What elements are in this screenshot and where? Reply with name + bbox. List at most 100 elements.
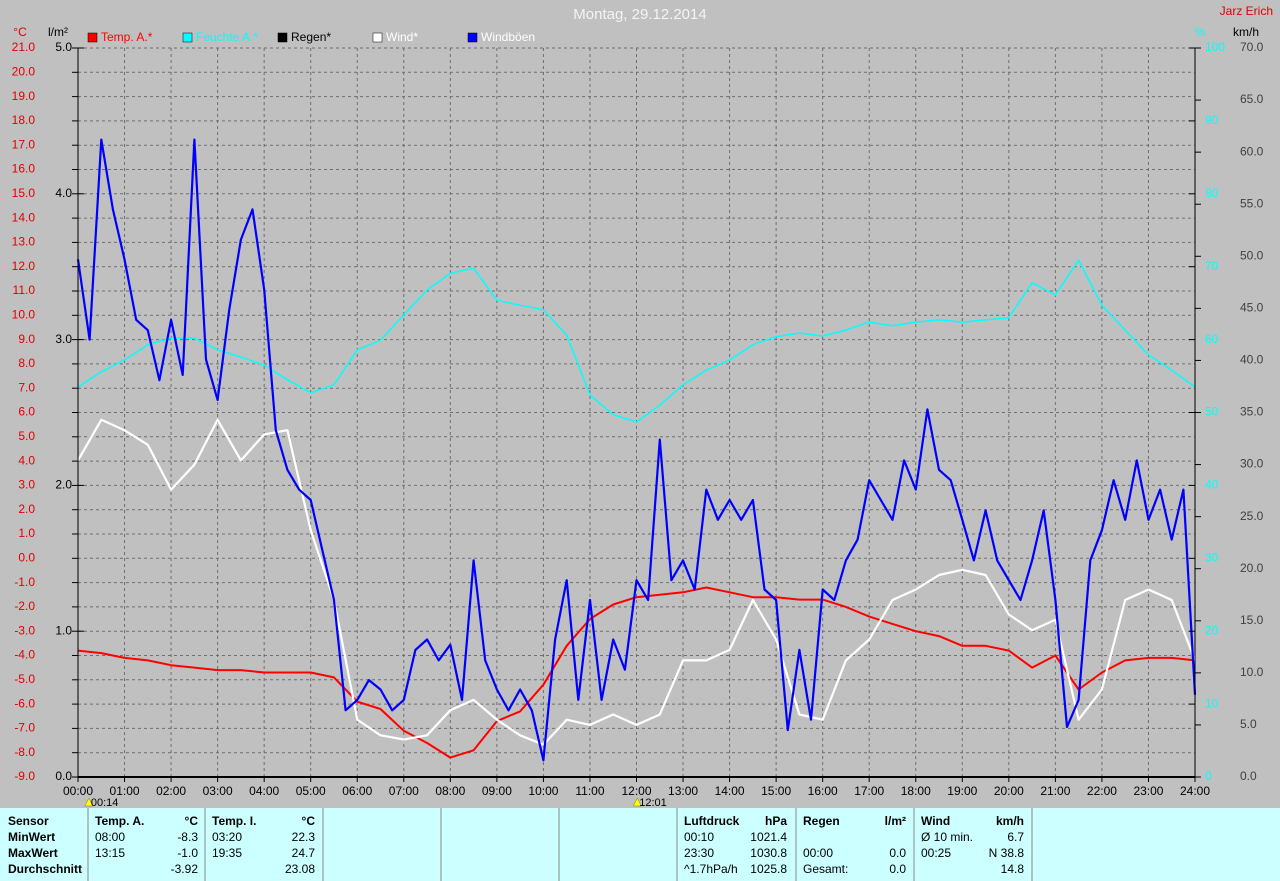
y3-tick-label: 0 — [1205, 769, 1212, 783]
series-line — [77, 259, 1196, 423]
group-unit: l/m² — [885, 814, 906, 828]
y-tick-label: 17.0 — [12, 137, 36, 151]
x-tick-label: 01:00 — [110, 784, 140, 798]
x-tick-label: 04:00 — [249, 784, 279, 798]
cell-value: 0.0 — [889, 846, 906, 860]
y-tick-label: -3.0 — [14, 623, 35, 637]
x-tick-label: 12:00 — [621, 784, 651, 798]
cell-label: 00:00 — [803, 846, 833, 860]
x-tick-label: 19:00 — [947, 784, 977, 798]
y-tick-label: -9.0 — [14, 769, 35, 783]
y4-tick-label: 5.0 — [1240, 717, 1257, 731]
x-tick-label: 09:00 — [482, 784, 512, 798]
cell-value: -8.3 — [177, 830, 198, 844]
y4-tick-label: 10.0 — [1240, 665, 1264, 679]
y2-tick-label: 4.0 — [55, 186, 72, 200]
y-axis-title: °C — [13, 25, 27, 39]
cell-value: 14.8 — [1001, 862, 1025, 876]
y4-tick-label: 30.0 — [1240, 457, 1264, 471]
x-tick-label: 13:00 — [668, 784, 698, 798]
group-unit: km/h — [996, 814, 1024, 828]
cell-value: 22.3 — [292, 830, 316, 844]
marker-label: 00:14 — [91, 797, 119, 809]
x-tick-label: 20:00 — [994, 784, 1024, 798]
x-tick-label: 03:00 — [203, 784, 233, 798]
y2-tick-label: 5.0 — [55, 40, 72, 54]
y-tick-label: 0.0 — [18, 550, 35, 564]
y-tick-label: 11.0 — [13, 283, 36, 297]
y3-tick-label: 70 — [1205, 259, 1219, 273]
cell-label: ^1.7hPa/h — [684, 862, 738, 876]
y2-tick-label: 0.0 — [55, 769, 72, 783]
y-tick-label: 21.0 — [12, 40, 36, 54]
y-tick-label: 13.0 — [12, 235, 36, 249]
y-tick-label: -2.0 — [14, 599, 35, 613]
legend-swatch — [372, 32, 383, 43]
x-tick-label: 06:00 — [342, 784, 372, 798]
x-tick-label: 18:00 — [901, 784, 931, 798]
x-tick-label: 11:00 — [575, 784, 604, 798]
cell-label: 13:15 — [95, 846, 125, 860]
x-tick-label: 15:00 — [761, 784, 791, 798]
y-tick-label: 14.0 — [12, 210, 36, 224]
y-tick-label: 6.0 — [18, 405, 35, 419]
x-tick-label: 17:00 — [854, 784, 884, 798]
series-line — [76, 138, 1197, 762]
y4-tick-label: 25.0 — [1240, 509, 1264, 523]
x-tick-label: 02:00 — [156, 784, 186, 798]
y-tick-label: 5.0 — [18, 429, 35, 443]
legend-label: Temp. A.* — [101, 30, 153, 44]
legend-label: Windböen — [481, 30, 535, 44]
y-tick-label: 4.0 — [18, 453, 35, 467]
y2-axis-title: l/m² — [48, 25, 68, 39]
sun-marker — [84, 797, 94, 807]
x-tick-label: 14:00 — [715, 784, 745, 798]
group-header: Regen — [803, 814, 840, 828]
y3-tick-label: 50 — [1205, 405, 1219, 419]
cell-value: 0.0 — [889, 862, 906, 876]
group-header: Wind — [921, 814, 950, 828]
legend-label: Wind* — [386, 30, 418, 44]
cell-value: 1030.8 — [750, 846, 787, 860]
y3-axis-title: % — [1195, 25, 1206, 39]
legend-label: Regen* — [291, 30, 331, 44]
legend-swatch — [87, 32, 98, 43]
group-unit: °C — [302, 814, 316, 828]
legend-swatch — [182, 32, 193, 43]
y-tick-label: -4.0 — [14, 648, 35, 662]
y-tick-label: 12.0 — [12, 259, 36, 273]
group-unit: hPa — [765, 814, 787, 828]
stats-table: Sensor MinWert MaxWert Durchschnitt Temp. A.… — [8, 808, 1033, 881]
cell-label: 00:25 — [921, 846, 951, 860]
y2-tick-label: 2.0 — [55, 478, 72, 492]
y-tick-label: 8.0 — [18, 356, 35, 370]
y-tick-label: 19.0 — [12, 89, 36, 103]
legend-label: Feuchte A.* — [196, 30, 258, 44]
marker-label: 12:01 — [639, 797, 667, 809]
group-header: Luftdruck — [684, 814, 740, 828]
y3-tick-label: 100 — [1205, 40, 1225, 54]
y4-axis-title: km/h — [1233, 25, 1259, 39]
y4-tick-label: 35.0 — [1240, 405, 1264, 419]
y2-tick-label: 3.0 — [55, 332, 72, 346]
y4-tick-label: 0.0 — [1240, 769, 1257, 783]
series-line — [77, 418, 1197, 746]
y-tick-label: -5.0 — [14, 672, 35, 686]
y4-tick-label: 15.0 — [1240, 613, 1264, 627]
y4-tick-label: 20.0 — [1240, 561, 1264, 575]
y4-tick-label: 50.0 — [1240, 248, 1264, 262]
cell-value: 1025.8 — [750, 862, 787, 876]
sun-marker — [632, 797, 642, 807]
y3-tick-label: 30 — [1205, 550, 1219, 564]
y-tick-label: 10.0 — [12, 307, 36, 321]
series-line — [77, 586, 1196, 759]
cell-value: 24.7 — [292, 846, 316, 860]
y3-tick-label: 20 — [1205, 623, 1219, 637]
chart-title: Montag, 29.12.2014 — [573, 6, 706, 23]
grid — [77, 47, 1196, 778]
x-tick-label: 05:00 — [296, 784, 326, 798]
cell-label: 08:00 — [95, 830, 125, 844]
legend-swatch — [467, 32, 478, 43]
x-tick-label: 00:00 — [63, 784, 93, 798]
